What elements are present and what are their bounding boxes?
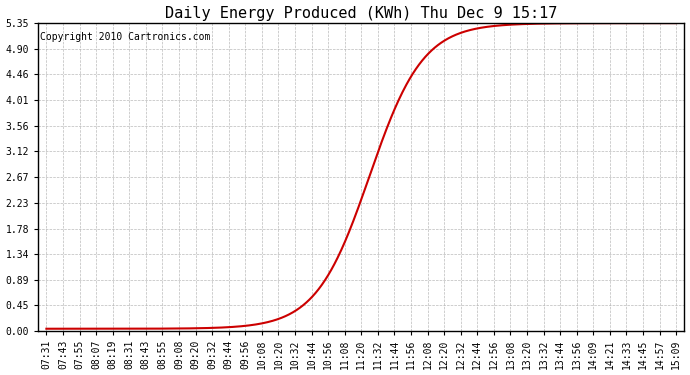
- Text: Copyright 2010 Cartronics.com: Copyright 2010 Cartronics.com: [40, 32, 210, 42]
- Title: Daily Energy Produced (KWh) Thu Dec 9 15:17: Daily Energy Produced (KWh) Thu Dec 9 15…: [165, 6, 558, 21]
